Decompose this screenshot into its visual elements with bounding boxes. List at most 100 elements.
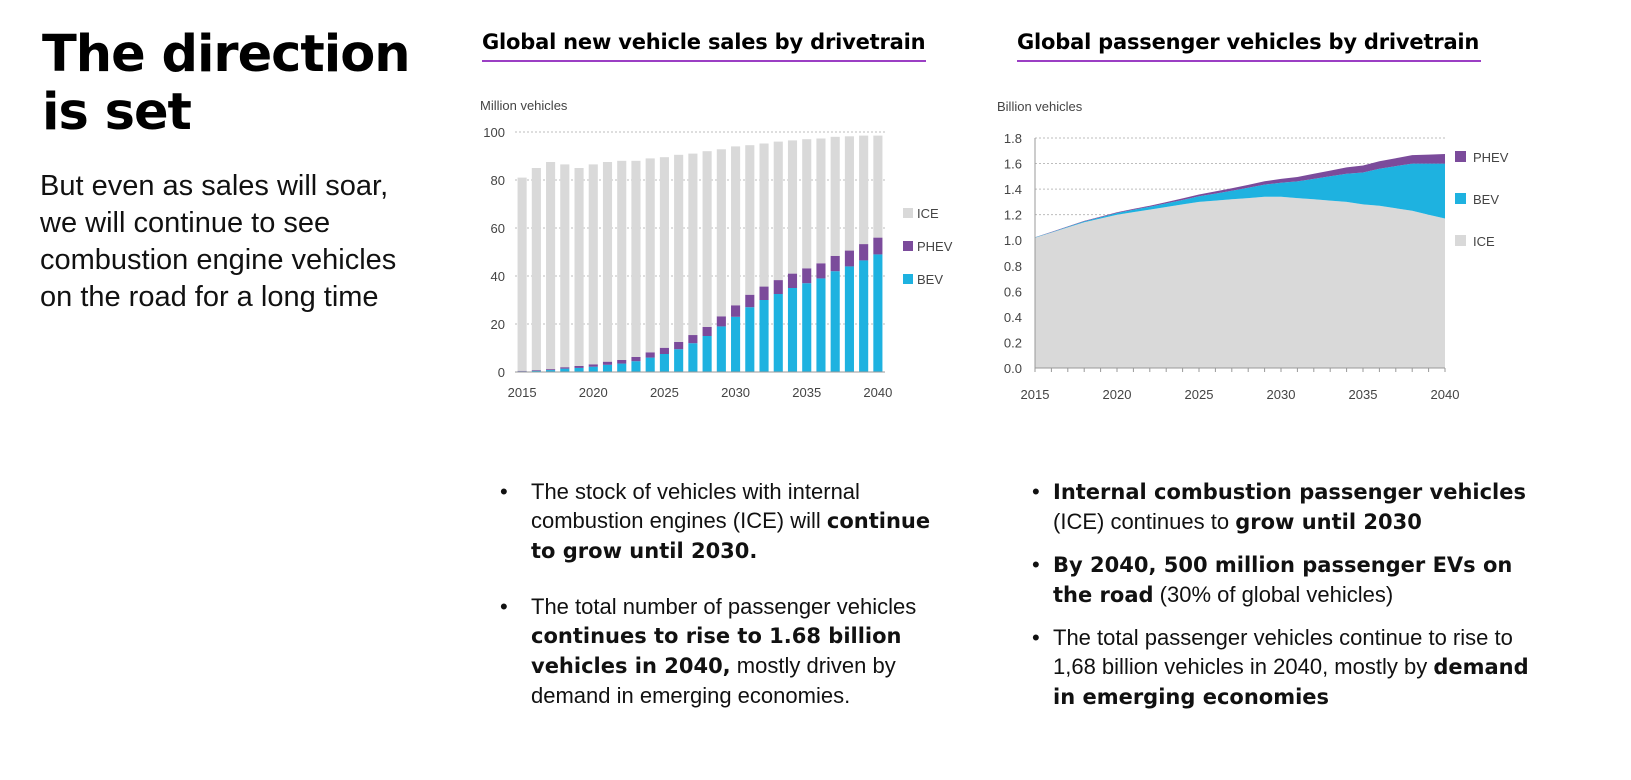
- left-bullet-list: The stock of vehicles with internal comb…: [500, 477, 933, 736]
- right-bullet-3-text: The total passenger vehicles continue to…: [1053, 625, 1513, 679]
- bar-bev-2031: [745, 307, 755, 372]
- chart-2-xtick: 2020: [1103, 387, 1132, 402]
- bar-ice-2031: [745, 145, 755, 295]
- bar-ice-2016: [531, 168, 541, 371]
- bar-bev-2035: [802, 283, 812, 372]
- bar-phev-2032: [759, 286, 769, 300]
- chart-2-ytick: 1.4: [1004, 182, 1022, 197]
- chart-2-title: Global passenger vehicles by drivetrain: [1017, 30, 1480, 54]
- chart-2-ytick: 0.4: [1004, 310, 1022, 325]
- bar-phev-2037: [830, 255, 840, 272]
- right-bullet-2-text: (30% of global vehicles): [1153, 582, 1394, 607]
- chart-1-legend-swatch-phev: [903, 241, 913, 251]
- right-bullet-2: By 2040, 500 million passenger EVs on th…: [1032, 550, 1532, 610]
- chart-2-ytick: 1.6: [1004, 157, 1022, 172]
- bar-bev-2022: [617, 363, 627, 372]
- chart-2-title-rule: [1017, 60, 1481, 62]
- chart-2-xtick: 2015: [1021, 387, 1050, 402]
- bar-phev-2019: [574, 366, 584, 368]
- bar-ice-2020: [588, 164, 598, 365]
- left-bullet-1-text: The stock of vehicles with internal comb…: [531, 479, 860, 533]
- right-bullet-1-text: (ICE) continues to: [1053, 509, 1236, 534]
- chart-1-ytick: 60: [491, 221, 505, 236]
- bar-bev-2017: [546, 370, 556, 372]
- bar-ice-2037: [830, 136, 840, 256]
- bar-phev-2023: [631, 356, 641, 362]
- chart-2-ytick: 1.0: [1004, 233, 1022, 248]
- bar-bev-2027: [688, 343, 698, 372]
- bar-phev-2020: [588, 364, 598, 367]
- bar-ice-2024: [645, 158, 655, 353]
- chart-1-title-rule: [482, 60, 926, 62]
- chart-1-ytick: 0: [498, 365, 505, 380]
- bar-bev-2026: [674, 349, 684, 372]
- chart-2-legend-label-bev: BEV: [1473, 192, 1499, 207]
- bar-phev-2035: [802, 268, 812, 284]
- chart-1-ylabel: Million vehicles: [480, 98, 568, 113]
- chart-2-legend-label-phev: PHEV: [1473, 150, 1509, 165]
- bar-ice-2035: [802, 139, 812, 269]
- bar-phev-2017: [546, 369, 556, 371]
- chart-1-title: Global new vehicle sales by drivetrain: [482, 30, 926, 54]
- chart-2-xtick: 2025: [1185, 387, 1214, 402]
- chart-1-ytick: 40: [491, 269, 505, 284]
- left-bullet-2-bold: continues to rise to 1.68 billion vehicl…: [531, 624, 902, 678]
- chart-2-legend-swatch-phev: [1455, 151, 1466, 162]
- bar-phev-2018: [560, 367, 570, 369]
- right-bullet-1-bold-2: grow until 2030: [1235, 510, 1422, 534]
- bar-phev-2040: [873, 237, 883, 255]
- bar-bev-2024: [645, 357, 655, 372]
- chart-1-legend-label-bev: BEV: [917, 272, 943, 287]
- bar-bev-2029: [716, 326, 726, 372]
- bar-bev-2039: [859, 260, 869, 372]
- left-bullet-2-text: The total number of passenger vehicles: [531, 594, 917, 619]
- right-bullet-3: The total passenger vehicles continue to…: [1032, 623, 1532, 712]
- bar-phev-2026: [674, 342, 684, 350]
- chart-2-legend-swatch-ice: [1455, 235, 1466, 246]
- right-bullet-list: Internal combustion passenger vehicles (…: [1032, 477, 1532, 725]
- area-phev: [1035, 154, 1445, 238]
- right-bullet-2-bold: By 2040, 500 million passenger EVs on th…: [1053, 553, 1513, 607]
- right-bullet-3-bold: demand in emerging economies: [1053, 655, 1529, 709]
- bar-bev-2019: [574, 367, 584, 372]
- headline: The direction is set: [42, 26, 442, 142]
- bar-bev-2038: [844, 266, 854, 372]
- bar-bev-2016: [531, 370, 541, 372]
- left-bullet-1: The stock of vehicles with internal comb…: [500, 477, 933, 566]
- chart-2-ytick: 1.8: [1004, 131, 1022, 146]
- chart-1-ytick: 100: [483, 125, 505, 140]
- chart-2-ytick: 1.2: [1004, 208, 1022, 223]
- area-bev: [1035, 163, 1445, 238]
- bar-ice-2018: [560, 164, 570, 368]
- left-bullet-2: The total number of passenger vehicles c…: [500, 592, 933, 710]
- chart-1-legend-swatch-ice: [903, 208, 913, 218]
- bar-bev-2032: [759, 300, 769, 372]
- bar-bev-2033: [773, 294, 783, 372]
- bar-ice-2034: [787, 140, 798, 274]
- chart-2-legend-label-ice: ICE: [1473, 234, 1495, 249]
- bar-bev-2018: [560, 368, 570, 372]
- bar-bev-2021: [602, 364, 613, 372]
- bar-ice-2017: [546, 162, 556, 370]
- bar-phev-2030: [731, 305, 741, 317]
- lede-text: But even as sales will soar, we will con…: [40, 170, 397, 313]
- bar-ice-2040: [873, 135, 883, 238]
- bar-phev-2028: [702, 326, 712, 336]
- headline-line-1: The direction: [42, 25, 411, 84]
- bar-bev-2030: [731, 316, 741, 372]
- chart-2-ylabel: Billion vehicles: [997, 99, 1083, 114]
- chart-1-xtick: 2040: [863, 385, 892, 400]
- bar-bev-2028: [702, 336, 712, 372]
- bar-phev-2034: [787, 273, 798, 288]
- bar-ice-2022: [617, 160, 627, 360]
- bar-bev-2023: [631, 361, 641, 372]
- chart-2-ytick: 0.2: [1004, 335, 1022, 350]
- bar-phev-2025: [659, 347, 669, 354]
- chart-1-legend-swatch-bev: [903, 274, 913, 284]
- bar-ice-2029: [716, 149, 726, 317]
- chart-2-ytick: 0.6: [1004, 284, 1022, 299]
- bar-ice-2036: [816, 138, 826, 264]
- stock-area-chart: Billion vehicles 0.0 0.2 0.4 0.6 0.8 1.0 1.2 1.4…: [997, 99, 1509, 402]
- left-bullet-2-tail: mostly driven by demand in emerging econ…: [531, 653, 896, 708]
